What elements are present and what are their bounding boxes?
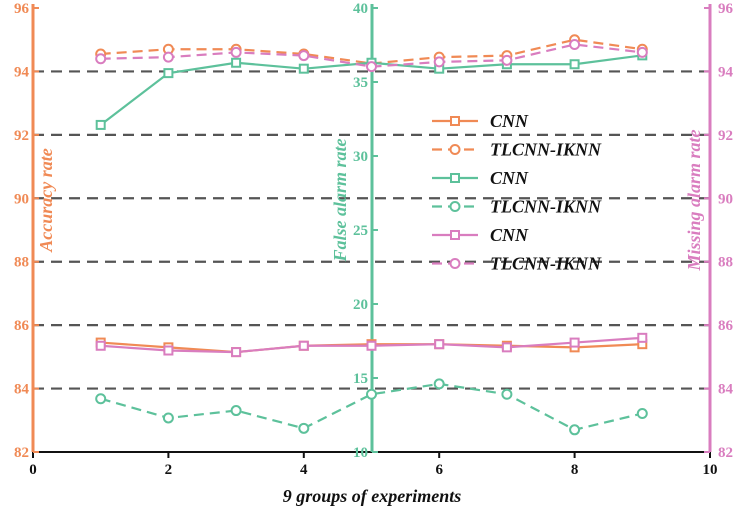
data-point [95, 53, 107, 65]
middle-y-tick-label: 10 [353, 445, 368, 461]
data-point [163, 68, 174, 79]
data-point [162, 51, 174, 63]
data-point [569, 337, 580, 348]
data-point [231, 347, 242, 358]
data-point [298, 63, 309, 74]
data-point [569, 424, 581, 436]
data-point [636, 46, 648, 58]
right-y-tick-label: 88 [718, 255, 733, 271]
data-point [298, 50, 310, 62]
legend-label: CNN [490, 168, 529, 188]
legend-item: TLCNN-IKNN [432, 140, 602, 160]
data-point [434, 339, 445, 350]
series-middle-tlcnn-iknn [95, 378, 648, 436]
legend-item: CNN [432, 111, 529, 131]
data-point [569, 59, 580, 70]
right-y-tick-label: 92 [718, 128, 733, 144]
legend-swatch-marker [449, 258, 461, 269]
data-point [636, 408, 648, 420]
x-axis-title: 9 groups of experiments [283, 486, 462, 506]
data-point [433, 56, 445, 68]
data-point [366, 388, 377, 400]
right-y-tick-label: 94 [718, 64, 734, 80]
data-point [501, 54, 513, 66]
series-line [100, 38, 643, 65]
series-line [100, 43, 643, 68]
right-y-tick-label: 96 [718, 1, 734, 17]
right-y-tick-label: 90 [718, 191, 733, 207]
data-point [231, 57, 242, 68]
legend-swatch-marker [450, 116, 460, 126]
x-tick-label: 6 [435, 462, 443, 478]
right-y-tick-label: 86 [718, 318, 734, 334]
data-point [501, 388, 513, 400]
legend-label: CNN [490, 111, 529, 131]
legend-item: TLCNN-IKNN [432, 197, 602, 217]
legend-label: CNN [490, 225, 529, 245]
left-y-tick-label: 84 [14, 382, 30, 398]
legend-item: CNN [432, 168, 529, 188]
data-point [569, 38, 581, 50]
x-tick-label: 0 [29, 462, 37, 478]
middle-y-tick-label: 40 [353, 1, 368, 17]
data-point [230, 46, 242, 58]
left-y-tick-label: 90 [14, 191, 29, 207]
left-y-tick-label: 82 [14, 445, 29, 461]
data-point [501, 342, 512, 353]
middle-y-tick-label: 30 [353, 149, 368, 165]
x-tick-label: 2 [165, 462, 173, 478]
data-point [163, 345, 174, 356]
legend-swatch-marker [449, 201, 461, 212]
series-line [100, 382, 643, 431]
data-point [298, 340, 309, 351]
left-y-tick-label: 94 [14, 64, 30, 80]
data-point [366, 61, 377, 73]
middle-y-axis-title: False alarm rate [330, 138, 350, 262]
left-y-tick-label: 88 [14, 255, 29, 271]
right-y-tick-label: 84 [718, 382, 734, 398]
middle-y-tick-label: 25 [353, 223, 368, 239]
legend-swatch-marker [450, 173, 460, 183]
legend-label: TLCNN-IKNN [490, 254, 602, 274]
middle-y-tick-label: 20 [353, 297, 368, 313]
data-point [95, 393, 107, 405]
x-tick-label: 4 [300, 462, 308, 478]
data-point [298, 422, 310, 434]
data-point [433, 378, 445, 390]
x-tick-label: 8 [571, 462, 579, 478]
left-y-tick-label: 92 [14, 128, 29, 144]
data-point [637, 332, 648, 343]
legend-label: TLCNN-IKNN [490, 140, 602, 160]
data-point [230, 405, 242, 417]
gridlines [33, 70, 710, 390]
legend-label: TLCNN-IKNN [490, 197, 602, 217]
data-point [366, 340, 377, 351]
series-right-tlcnn-iknn [95, 38, 648, 73]
data-point [162, 412, 174, 424]
left-y-tick-label: 86 [14, 318, 30, 334]
series-right-cnn [95, 332, 648, 358]
legend-item: CNN [432, 225, 529, 245]
middle-y-tick-label: 35 [353, 75, 368, 91]
legend-swatch-marker [450, 230, 460, 240]
right-y-tick-label: 82 [718, 445, 733, 461]
left-y-axis-title: Accuracy rate [36, 148, 56, 252]
legend-swatch-marker [449, 144, 461, 155]
legend: CNN TLCNN-IKNN CNN TLCNN-IKNN CNN TLCNN-IKNN [432, 111, 602, 274]
legend-item: TLCNN-IKNN [432, 254, 602, 274]
right-y-axis-title: Missing alarm rate [684, 129, 704, 271]
data-point [95, 119, 106, 130]
middle-y-tick-label: 15 [353, 371, 368, 387]
data-point [95, 340, 106, 351]
data-series [95, 34, 648, 436]
left-y-tick-label: 96 [14, 1, 30, 17]
x-tick-label: 10 [703, 462, 718, 478]
